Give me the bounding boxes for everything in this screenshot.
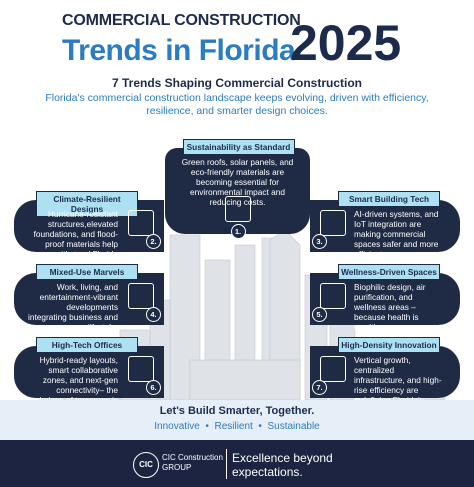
trend-icon (320, 283, 346, 309)
title: Trends in Florida (62, 34, 296, 67)
brand-group: GROUP (162, 462, 192, 472)
tag: Sustainable (267, 421, 320, 432)
trend-title: Mixed-Use Marvels (36, 264, 138, 280)
trend-card (310, 346, 460, 398)
subtitle: 7 Trends Shaping Commercial Construction (111, 76, 363, 90)
trend-number: 2. (146, 234, 161, 249)
trend-text: Hurricane-resistant structures,elevated … (33, 209, 118, 269)
trend-card (310, 200, 460, 252)
trend-number: 3. (312, 234, 327, 249)
trend-number: 6. (146, 380, 161, 395)
trend-icon (128, 283, 154, 309)
footer-tags: Innovative • Resilient • Sustainable (154, 421, 320, 432)
year: 2025 (290, 15, 402, 71)
trend-number: 5. (312, 307, 327, 322)
trend-icon (320, 210, 346, 236)
trend-card (165, 148, 310, 234)
brand-name: CIC Construction GROUP (162, 453, 224, 472)
divider (226, 449, 227, 479)
trend-icon (128, 210, 154, 236)
trend-number: 1. (230, 224, 246, 239)
trend-text: Green roofs, solar panels, and eco-frien… (181, 157, 294, 207)
trend-title: High-Tech Offices (36, 337, 138, 353)
trend-icon (320, 356, 346, 382)
logo: CIC (133, 452, 159, 478)
trend-icon (224, 196, 251, 222)
trend-number: 7. (312, 380, 327, 395)
brand-text: CIC Construction (162, 453, 223, 462)
tagline: Excellence beyond expectations. (232, 451, 333, 480)
trend-number: 4. (146, 307, 161, 322)
brand-bar (0, 440, 474, 487)
trend-text: Work, living, and entertainment-vibrant … (28, 282, 118, 332)
tag: Innovative (154, 421, 200, 432)
trend-title: Sustainability as Standard (182, 139, 295, 155)
trend-text: Biophilic design, air purification, and … (354, 282, 426, 332)
kicker: COMMERCIAL CONSTRUCTION (62, 12, 301, 29)
trend-icon (128, 356, 154, 382)
trend-card (14, 273, 164, 325)
footer-heading: Let's Build Smarter, Together. (159, 405, 315, 417)
footer-strip (0, 400, 474, 440)
tag: Resilient (214, 421, 253, 432)
trend-card (14, 346, 164, 398)
trend-title: Wellness-Driven Spaces (338, 264, 440, 280)
intro: Florida's commercial construction landsc… (45, 92, 429, 117)
trend-text: AI-driven systems, and IoT integration a… (354, 209, 439, 259)
trend-title: Climate-Resilient Designs (36, 191, 138, 217)
trend-title: Smart Building Tech (338, 191, 440, 207)
trend-title: High-Density Innovation (338, 337, 440, 353)
trend-card (310, 273, 460, 325)
